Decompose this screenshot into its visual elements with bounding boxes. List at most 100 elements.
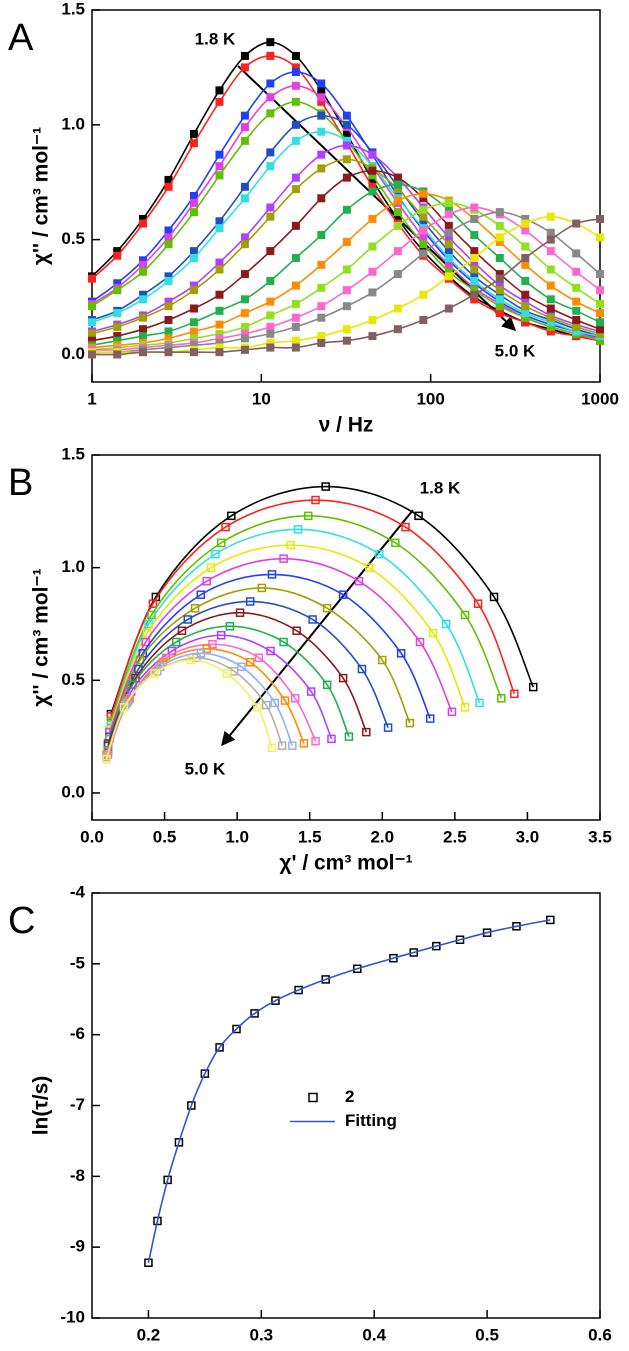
x-tick-label: 0.3	[250, 1325, 274, 1344]
data-point	[189, 304, 198, 313]
legend-marker	[308, 1092, 318, 1103]
data-point	[290, 694, 300, 703]
data-point	[475, 698, 484, 708]
fit-line	[108, 573, 431, 737]
data-point	[288, 741, 297, 750]
data-point	[215, 338, 224, 347]
data-point	[225, 621, 235, 631]
data-point	[342, 237, 351, 246]
data-point	[291, 68, 300, 76]
data-point	[444, 304, 453, 313]
data-point	[444, 254, 453, 262]
data-point	[495, 254, 504, 262]
data-point	[102, 754, 111, 764]
data-point	[317, 313, 326, 322]
data-point	[215, 290, 224, 299]
data-point	[596, 214, 604, 223]
data-point	[187, 1101, 196, 1110]
data-point	[88, 329, 96, 338]
data-point	[317, 194, 326, 203]
data-point	[254, 653, 264, 663]
data-point	[470, 290, 479, 299]
data-point	[444, 210, 453, 219]
data-point	[163, 1175, 172, 1185]
data-point	[495, 233, 504, 242]
y-tick-label: 0.0	[61, 344, 85, 363]
data-point	[215, 348, 224, 357]
data-point	[291, 185, 300, 194]
data-point	[596, 270, 604, 279]
data-point	[215, 334, 224, 343]
data-point	[444, 240, 453, 249]
data-point	[596, 318, 604, 327]
data-point	[393, 247, 402, 256]
data-point	[317, 150, 326, 159]
data-point	[291, 281, 300, 290]
data-point	[368, 171, 377, 180]
y-tick-label: -7	[70, 1095, 85, 1114]
data-point	[572, 249, 581, 258]
data-point	[495, 286, 504, 295]
data-point	[261, 700, 271, 710]
data-point	[368, 242, 377, 251]
data-point	[391, 538, 400, 548]
data-point	[546, 327, 555, 336]
data-point	[546, 212, 555, 221]
data-point	[215, 320, 224, 329]
data-point	[321, 975, 330, 984]
data-point	[164, 343, 173, 352]
data-point	[119, 703, 129, 712]
data-point	[215, 86, 224, 95]
data-point	[240, 334, 249, 343]
fit-line	[108, 587, 411, 740]
data-point	[521, 302, 530, 311]
data-point	[142, 628, 152, 638]
data-point	[240, 295, 249, 304]
data-point	[419, 189, 428, 198]
data-point	[88, 350, 96, 359]
data-point	[215, 343, 224, 352]
y-tick-label: 1.5	[61, 444, 85, 463]
data-point	[215, 171, 224, 180]
x-tick-label: 0.2	[137, 1325, 161, 1344]
data-point	[150, 669, 159, 678]
data-point	[164, 348, 173, 357]
data-point	[317, 111, 326, 120]
data-point	[215, 217, 224, 226]
x-tick-label: 3.5	[588, 827, 612, 846]
data-point	[211, 549, 220, 559]
data-point	[368, 332, 377, 341]
data-point	[546, 304, 555, 313]
data-point	[441, 619, 451, 629]
data-point	[460, 610, 470, 620]
data-point	[291, 254, 300, 262]
data-point	[266, 162, 275, 171]
data-point	[189, 130, 198, 138]
data-point	[378, 655, 387, 665]
data-point	[393, 221, 402, 230]
data-point	[240, 270, 249, 279]
data-point	[138, 290, 147, 299]
x-tick-label: 0.5	[475, 1325, 499, 1344]
y-axis-title: χ'' / cm³ mol⁻¹	[30, 568, 53, 706]
data-point	[546, 228, 555, 237]
data-point	[495, 309, 504, 318]
data-point	[342, 173, 351, 182]
data-point	[266, 329, 275, 338]
data-point	[215, 97, 224, 106]
data-point	[266, 203, 275, 212]
data-point	[235, 608, 245, 617]
data-point	[495, 237, 504, 246]
data-point	[266, 276, 275, 285]
data-point	[317, 260, 326, 269]
data-point	[482, 928, 492, 937]
data-point	[415, 637, 425, 647]
data-point	[271, 996, 280, 1005]
data-point	[368, 316, 377, 324]
data-point	[196, 590, 206, 599]
data-point	[495, 302, 504, 311]
fit-line	[108, 544, 466, 731]
plot-frame	[91, 9, 601, 383]
y-tick-label: -4	[70, 882, 86, 901]
data-point	[164, 226, 173, 235]
